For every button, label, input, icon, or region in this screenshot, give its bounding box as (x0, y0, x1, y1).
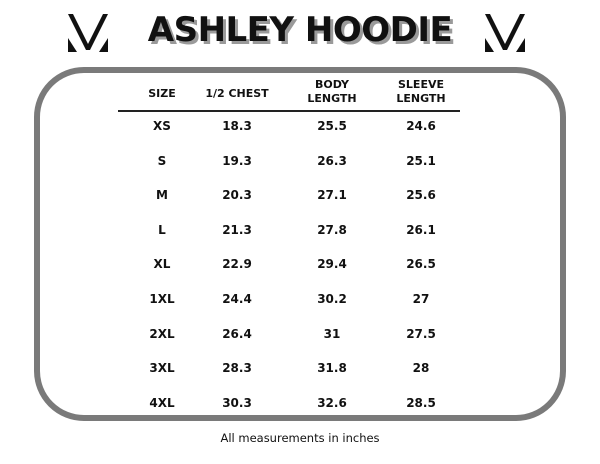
cell-chest: 19.3 (222, 153, 252, 168)
cell-sleeve-length: 26.5 (406, 257, 436, 272)
cell-chest: 26.4 (222, 326, 252, 341)
header-line: LENGTH (396, 92, 446, 105)
cell-chest: 18.3 (222, 119, 252, 133)
cell-sleeve-length: 25.1 (406, 153, 436, 168)
cell-body-length: 30.2 (317, 292, 347, 306)
cell-body-length: 27.8 (317, 222, 347, 237)
column-header-body-length: BODY LENGTH (282, 78, 382, 106)
header-line: BODY (314, 78, 350, 91)
cell-chest: 28.3 (222, 361, 252, 376)
column-header-chest: 1/2 CHEST (187, 87, 287, 101)
cell-size: 4XL (149, 395, 175, 410)
v-logo-icon (485, 14, 525, 52)
cell-size: 1XL (149, 292, 175, 306)
cell-sleeve-length: 26.1 (406, 222, 436, 237)
cell-sleeve-length: 27.5 (406, 326, 436, 341)
cell-size: XS (153, 119, 171, 133)
cell-sleeve-length: 24.6 (406, 119, 436, 133)
cell-size: S (157, 153, 167, 168)
cell-body-length: 27.1 (317, 188, 347, 203)
cell-sleeve-length: 28.5 (406, 395, 436, 410)
cell-size: L (158, 222, 166, 237)
header-line: SLEEVE (398, 78, 444, 91)
cell-body-length: 32.6 (317, 395, 347, 410)
size-chart-frame (34, 67, 566, 421)
column-header-size: SIZE (112, 87, 212, 101)
cell-sleeve-length: 28 (412, 361, 430, 376)
cell-body-length: 31.8 (317, 361, 347, 376)
cell-size: 2XL (149, 326, 175, 341)
page-title: ASHLEY HOODIE (147, 10, 453, 50)
header-divider (118, 110, 460, 112)
cell-chest: 20.3 (222, 188, 252, 203)
cell-size: M (156, 188, 168, 203)
cell-chest: 21.3 (222, 222, 252, 237)
header-line: 1/2 CHEST (205, 87, 269, 100)
cell-chest: 22.9 (222, 257, 252, 272)
cell-body-length: 31 (323, 326, 341, 341)
cell-chest: 24.4 (222, 292, 252, 306)
column-header-sleeve-length: SLEEVE LENGTH (371, 78, 471, 106)
header-line: SIZE (148, 87, 176, 100)
cell-size: 3XL (149, 361, 175, 376)
cell-body-length: 29.4 (317, 257, 347, 272)
cell-body-length: 26.3 (317, 153, 347, 168)
cell-size: XL (153, 257, 171, 272)
cell-chest: 30.3 (222, 395, 252, 410)
v-logo-icon (68, 14, 108, 52)
cell-sleeve-length: 27 (412, 292, 430, 306)
cell-body-length: 25.5 (317, 119, 347, 133)
footer-note: All measurements in inches (220, 431, 380, 445)
cell-sleeve-length: 25.6 (406, 188, 436, 203)
header-line: LENGTH (307, 92, 357, 105)
